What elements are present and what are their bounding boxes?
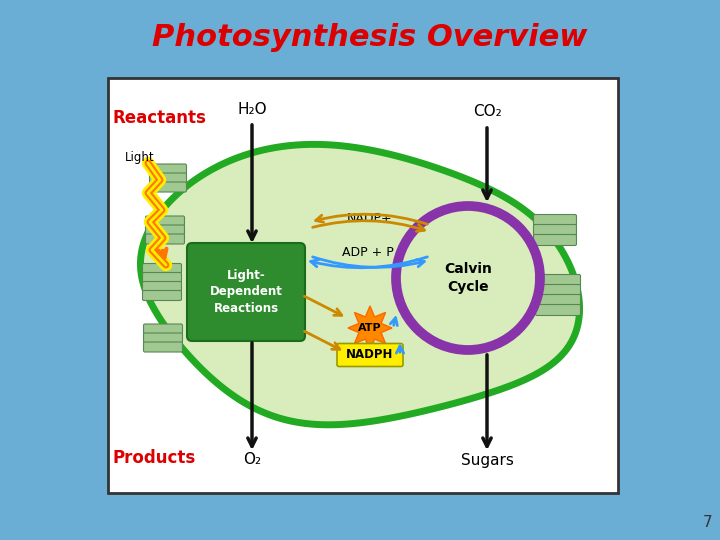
Text: NADPH: NADPH xyxy=(346,348,394,361)
Text: Photosynthesis Overview: Photosynthesis Overview xyxy=(153,24,588,52)
FancyBboxPatch shape xyxy=(534,214,577,226)
FancyBboxPatch shape xyxy=(150,182,186,192)
FancyBboxPatch shape xyxy=(150,173,186,183)
FancyBboxPatch shape xyxy=(534,234,577,246)
Text: O₂: O₂ xyxy=(243,453,261,468)
FancyBboxPatch shape xyxy=(150,164,186,174)
Text: Sugars: Sugars xyxy=(461,453,513,468)
PathPatch shape xyxy=(140,144,580,425)
Text: Light-
Dependent
Reactions: Light- Dependent Reactions xyxy=(210,268,282,315)
Text: Calvin
Cycle: Calvin Cycle xyxy=(444,262,492,294)
FancyBboxPatch shape xyxy=(143,273,181,282)
Text: H₂O: H₂O xyxy=(237,103,267,118)
Polygon shape xyxy=(348,306,392,350)
Text: Products: Products xyxy=(113,449,197,467)
FancyBboxPatch shape xyxy=(145,216,184,226)
FancyBboxPatch shape xyxy=(536,305,580,315)
Text: CO₂: CO₂ xyxy=(472,105,501,119)
Text: NADP+: NADP+ xyxy=(347,212,393,225)
Text: 7: 7 xyxy=(703,515,712,530)
Text: Reactants: Reactants xyxy=(113,109,207,127)
FancyBboxPatch shape xyxy=(143,324,182,334)
FancyBboxPatch shape xyxy=(143,333,182,343)
FancyBboxPatch shape xyxy=(536,274,580,286)
FancyBboxPatch shape xyxy=(143,342,182,352)
FancyBboxPatch shape xyxy=(143,264,181,273)
Text: Light: Light xyxy=(125,151,155,164)
FancyBboxPatch shape xyxy=(536,294,580,306)
FancyBboxPatch shape xyxy=(145,225,184,235)
FancyBboxPatch shape xyxy=(536,285,580,295)
FancyBboxPatch shape xyxy=(143,281,181,292)
FancyBboxPatch shape xyxy=(534,225,577,235)
Text: ATP: ATP xyxy=(358,323,382,333)
FancyBboxPatch shape xyxy=(187,243,305,341)
FancyBboxPatch shape xyxy=(143,291,181,300)
Text: ADP + P: ADP + P xyxy=(342,246,394,259)
FancyBboxPatch shape xyxy=(108,78,618,493)
FancyBboxPatch shape xyxy=(337,343,403,367)
FancyBboxPatch shape xyxy=(145,234,184,244)
